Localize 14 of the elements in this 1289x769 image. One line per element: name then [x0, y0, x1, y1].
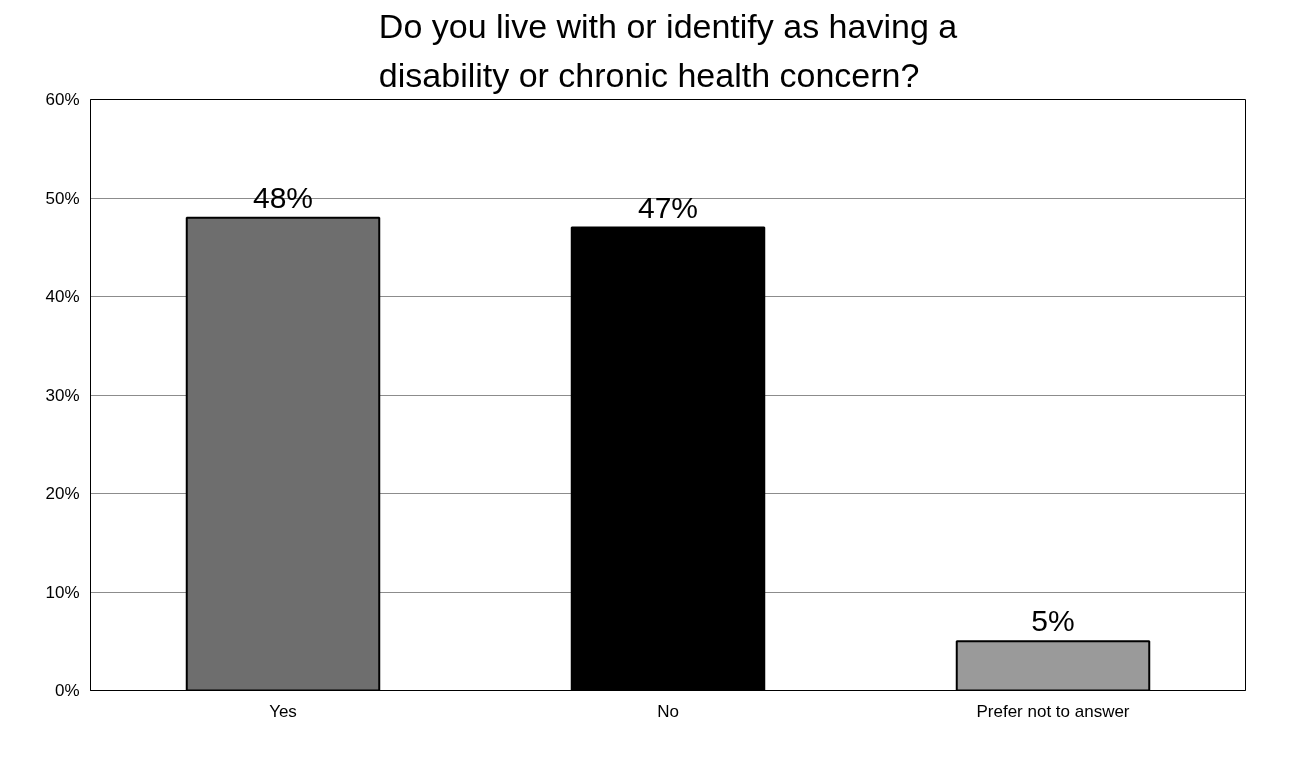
data-label: 48% — [252, 180, 314, 214]
x-tick-label: Prefer not to answer — [976, 701, 1130, 721]
x-tick-label: No — [657, 701, 679, 721]
y-tick-label: 0% — [54, 681, 80, 700]
y-tick-label: 40% — [45, 287, 80, 306]
y-tick-label: 60% — [45, 90, 80, 109]
x-tick-label: Yes — [269, 701, 297, 721]
data-label: 47% — [637, 190, 699, 224]
y-tick-label: 10% — [45, 582, 80, 602]
y-tick-label: 50% — [45, 188, 80, 208]
y-tick-label: 30% — [45, 385, 80, 405]
chart-title: Do you live with or identify as having a disability or chronic health concern? — [378, 7, 958, 95]
y-tick-label: 20% — [45, 484, 80, 503]
data-label: 5% — [1031, 604, 1075, 638]
